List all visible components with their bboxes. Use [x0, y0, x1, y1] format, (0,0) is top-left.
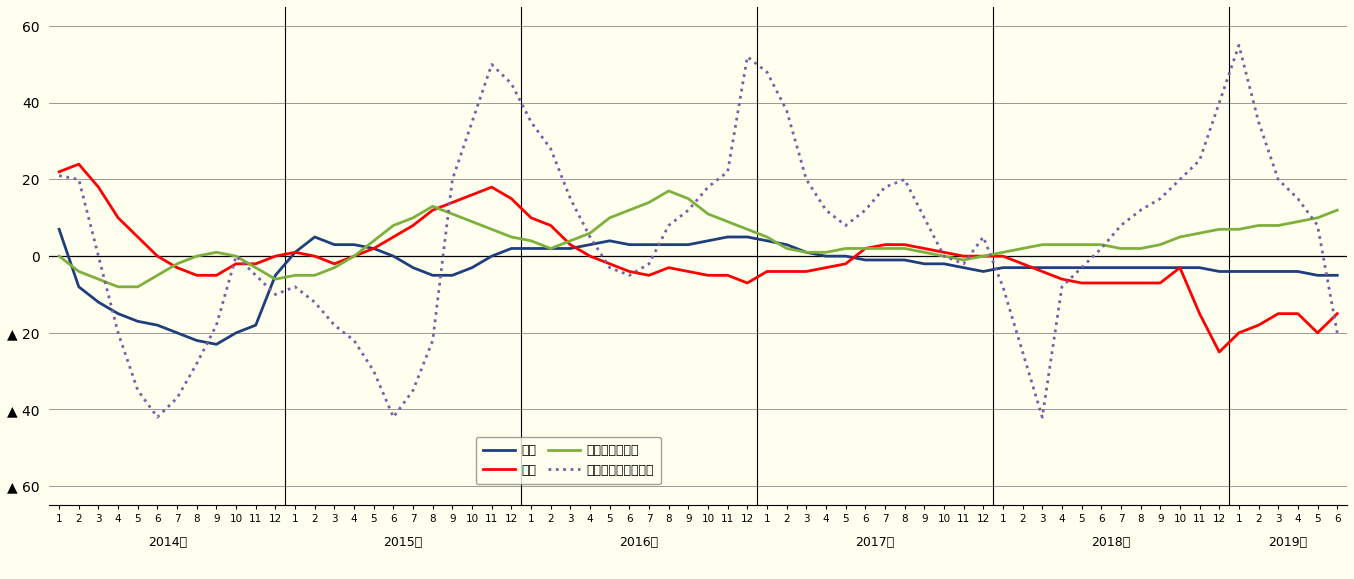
Text: 2014年: 2014年	[148, 536, 187, 549]
Text: 2017年: 2017年	[856, 536, 895, 549]
Legend: 持家, 貸家, 分譲（一戸建）, 分譲（マンション）: 持家, 貸家, 分譲（一戸建）, 分譲（マンション）	[475, 437, 661, 484]
Text: 2016年: 2016年	[620, 536, 659, 549]
Text: 2015年: 2015年	[383, 536, 422, 549]
Text: 2019年: 2019年	[1269, 536, 1308, 549]
Text: 2018年: 2018年	[1091, 536, 1131, 549]
